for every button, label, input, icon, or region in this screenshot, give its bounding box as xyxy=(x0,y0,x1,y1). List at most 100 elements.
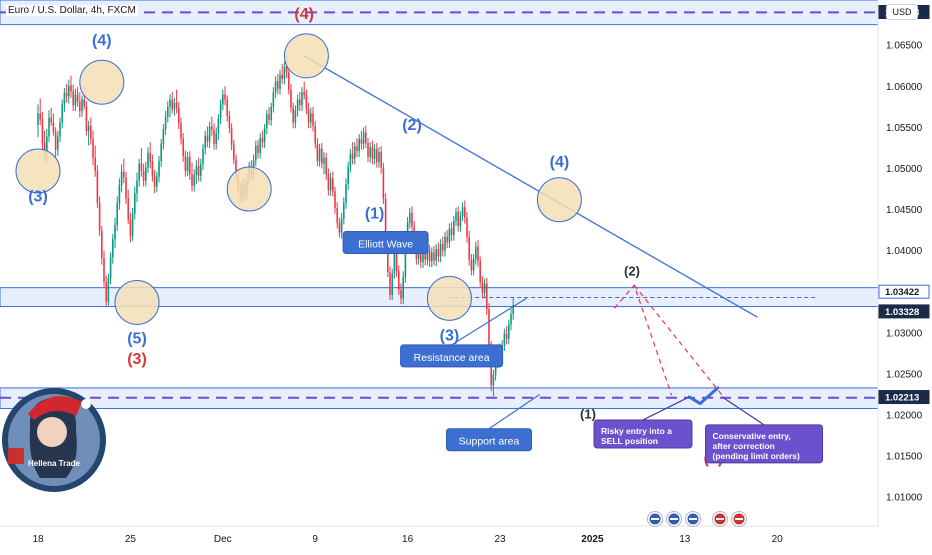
candle[interactable] xyxy=(508,319,510,345)
candle[interactable] xyxy=(76,87,79,107)
candle[interactable] xyxy=(87,120,90,146)
candle[interactable] xyxy=(307,102,310,129)
candle[interactable] xyxy=(131,207,134,241)
candle[interactable] xyxy=(356,138,358,157)
candle[interactable] xyxy=(343,197,345,225)
candle[interactable] xyxy=(435,244,437,267)
wave-circle[interactable] xyxy=(15,148,61,194)
candle[interactable] xyxy=(369,142,371,163)
candle[interactable] xyxy=(109,252,112,285)
candle[interactable] xyxy=(68,79,70,104)
candle[interactable] xyxy=(312,106,314,132)
candle[interactable] xyxy=(288,67,290,95)
candle[interactable] xyxy=(321,143,323,169)
candle[interactable] xyxy=(263,124,266,148)
wave-circle[interactable] xyxy=(79,59,125,105)
candle[interactable] xyxy=(202,143,204,171)
candle[interactable] xyxy=(303,81,305,100)
candle[interactable] xyxy=(162,124,165,150)
candle[interactable] xyxy=(228,110,231,134)
candle[interactable] xyxy=(52,113,55,136)
candle[interactable] xyxy=(59,117,61,143)
candle[interactable] xyxy=(400,283,402,305)
candle[interactable] xyxy=(455,207,457,227)
candle[interactable] xyxy=(164,110,167,135)
candle[interactable] xyxy=(411,206,413,233)
candle[interactable] xyxy=(200,158,202,182)
candle[interactable] xyxy=(98,196,101,236)
candle[interactable] xyxy=(347,161,349,190)
candle[interactable] xyxy=(472,253,475,276)
candle[interactable] xyxy=(279,69,281,95)
candle[interactable] xyxy=(305,89,308,115)
candle[interactable] xyxy=(512,297,514,320)
candle[interactable] xyxy=(316,138,319,167)
candle[interactable] xyxy=(123,158,125,184)
candle[interactable] xyxy=(96,165,99,208)
candle[interactable] xyxy=(310,107,312,129)
candle[interactable] xyxy=(433,245,435,266)
candle[interactable] xyxy=(380,146,382,174)
candle[interactable] xyxy=(431,247,433,268)
candle[interactable] xyxy=(90,117,92,145)
candle[interactable] xyxy=(151,154,154,182)
candle[interactable] xyxy=(371,140,374,165)
candle[interactable] xyxy=(391,268,393,300)
candle[interactable] xyxy=(219,99,222,125)
candle[interactable] xyxy=(505,326,508,345)
candle[interactable] xyxy=(442,236,444,257)
candle[interactable] xyxy=(345,178,347,209)
candle[interactable] xyxy=(74,88,77,111)
candle[interactable] xyxy=(197,157,200,182)
candle[interactable] xyxy=(140,147,143,177)
candle[interactable] xyxy=(195,160,198,185)
candle[interactable] xyxy=(189,151,191,180)
candle[interactable] xyxy=(138,158,140,187)
candle[interactable] xyxy=(437,242,440,263)
candle[interactable] xyxy=(481,276,484,299)
wave-circle[interactable] xyxy=(283,33,329,79)
candle[interactable] xyxy=(173,97,176,116)
candle[interactable] xyxy=(213,123,215,150)
candle[interactable] xyxy=(373,143,376,165)
candle[interactable] xyxy=(450,221,453,241)
candle[interactable] xyxy=(65,83,68,103)
candle[interactable] xyxy=(182,133,184,162)
annotation-box[interactable]: Elliott Wave xyxy=(342,230,429,254)
candle[interactable] xyxy=(323,152,325,175)
candle[interactable] xyxy=(459,211,462,232)
candle[interactable] xyxy=(483,278,486,299)
candle[interactable] xyxy=(167,101,169,123)
candle[interactable] xyxy=(336,202,338,229)
candle[interactable] xyxy=(211,116,213,136)
event-icon[interactable] xyxy=(731,511,747,527)
candle[interactable] xyxy=(255,140,257,167)
candle[interactable] xyxy=(301,87,303,111)
candle[interactable] xyxy=(103,250,105,287)
candle[interactable] xyxy=(48,110,50,143)
currency-button[interactable]: USD xyxy=(886,4,918,20)
economic-events[interactable] xyxy=(647,511,747,527)
candle[interactable] xyxy=(178,101,180,130)
candle[interactable] xyxy=(277,73,279,95)
candle[interactable] xyxy=(325,152,327,180)
candle[interactable] xyxy=(222,89,224,111)
candle[interactable] xyxy=(439,239,442,263)
candle[interactable] xyxy=(272,87,275,113)
candle[interactable] xyxy=(101,226,103,265)
candle[interactable] xyxy=(37,104,39,138)
candle[interactable] xyxy=(81,95,83,117)
event-icon[interactable] xyxy=(685,511,701,527)
trendline[interactable] xyxy=(303,55,758,318)
candle[interactable] xyxy=(193,169,195,192)
price-axis[interactable] xyxy=(878,0,932,550)
candle[interactable] xyxy=(92,130,94,166)
candle[interactable] xyxy=(171,92,173,114)
candle[interactable] xyxy=(208,121,211,148)
candle[interactable] xyxy=(351,142,354,165)
candle[interactable] xyxy=(175,89,178,114)
candle[interactable] xyxy=(389,266,391,300)
wave-circle[interactable] xyxy=(536,177,582,223)
candle[interactable] xyxy=(334,186,336,214)
